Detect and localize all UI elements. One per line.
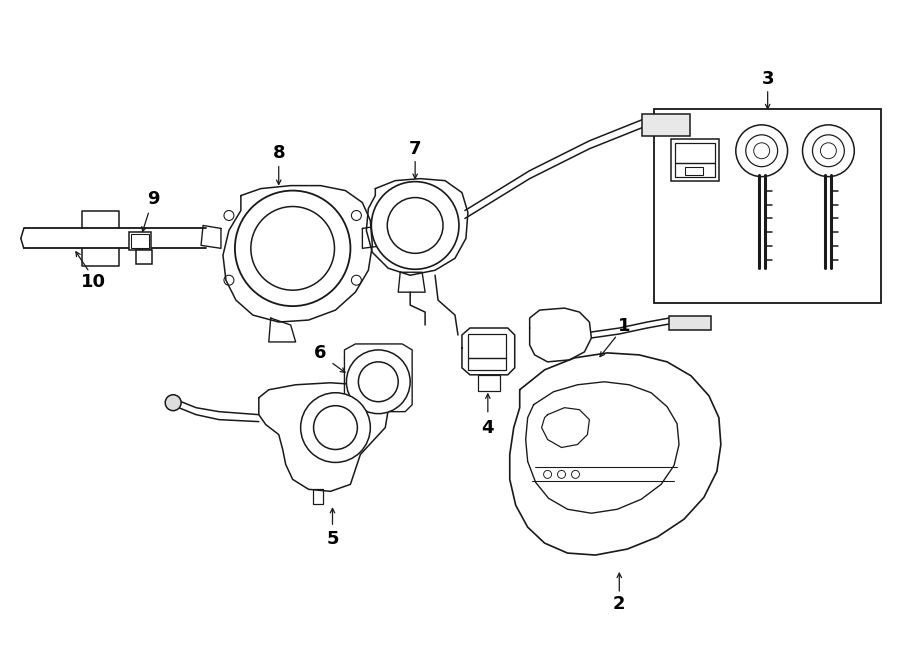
Polygon shape [462, 328, 515, 375]
Polygon shape [201, 225, 221, 249]
Bar [685, 167, 703, 175]
Bar [468, 358, 506, 370]
Bar [468, 334, 506, 358]
Bar [136, 251, 152, 264]
Circle shape [346, 350, 410, 414]
Bar [675, 163, 715, 176]
Text: 9: 9 [147, 190, 159, 208]
Bar [669, 316, 711, 330]
Bar [131, 235, 149, 249]
Text: 10: 10 [81, 273, 106, 292]
Text: 3: 3 [761, 70, 774, 88]
Bar [643, 114, 690, 136]
Polygon shape [312, 489, 322, 504]
Bar [130, 233, 151, 251]
Polygon shape [530, 308, 591, 362]
Text: 1: 1 [618, 317, 631, 335]
Bar [654, 109, 881, 303]
Circle shape [235, 190, 350, 306]
Bar [671, 139, 719, 180]
Polygon shape [345, 344, 412, 412]
Polygon shape [269, 318, 296, 342]
Bar [478, 375, 500, 391]
Circle shape [372, 182, 459, 269]
Circle shape [803, 125, 854, 176]
Circle shape [736, 125, 788, 176]
Text: 5: 5 [326, 530, 338, 548]
Text: 4: 4 [482, 418, 494, 436]
Polygon shape [259, 383, 388, 491]
Text: 7: 7 [409, 139, 421, 158]
Text: 2: 2 [613, 595, 626, 613]
Polygon shape [366, 178, 468, 275]
Text: 8: 8 [273, 143, 285, 162]
Polygon shape [363, 225, 385, 249]
Polygon shape [398, 272, 425, 292]
Circle shape [166, 395, 181, 410]
Polygon shape [509, 353, 721, 555]
Polygon shape [223, 186, 373, 322]
Circle shape [301, 393, 370, 463]
Bar [675, 143, 715, 163]
Text: 6: 6 [314, 344, 327, 362]
